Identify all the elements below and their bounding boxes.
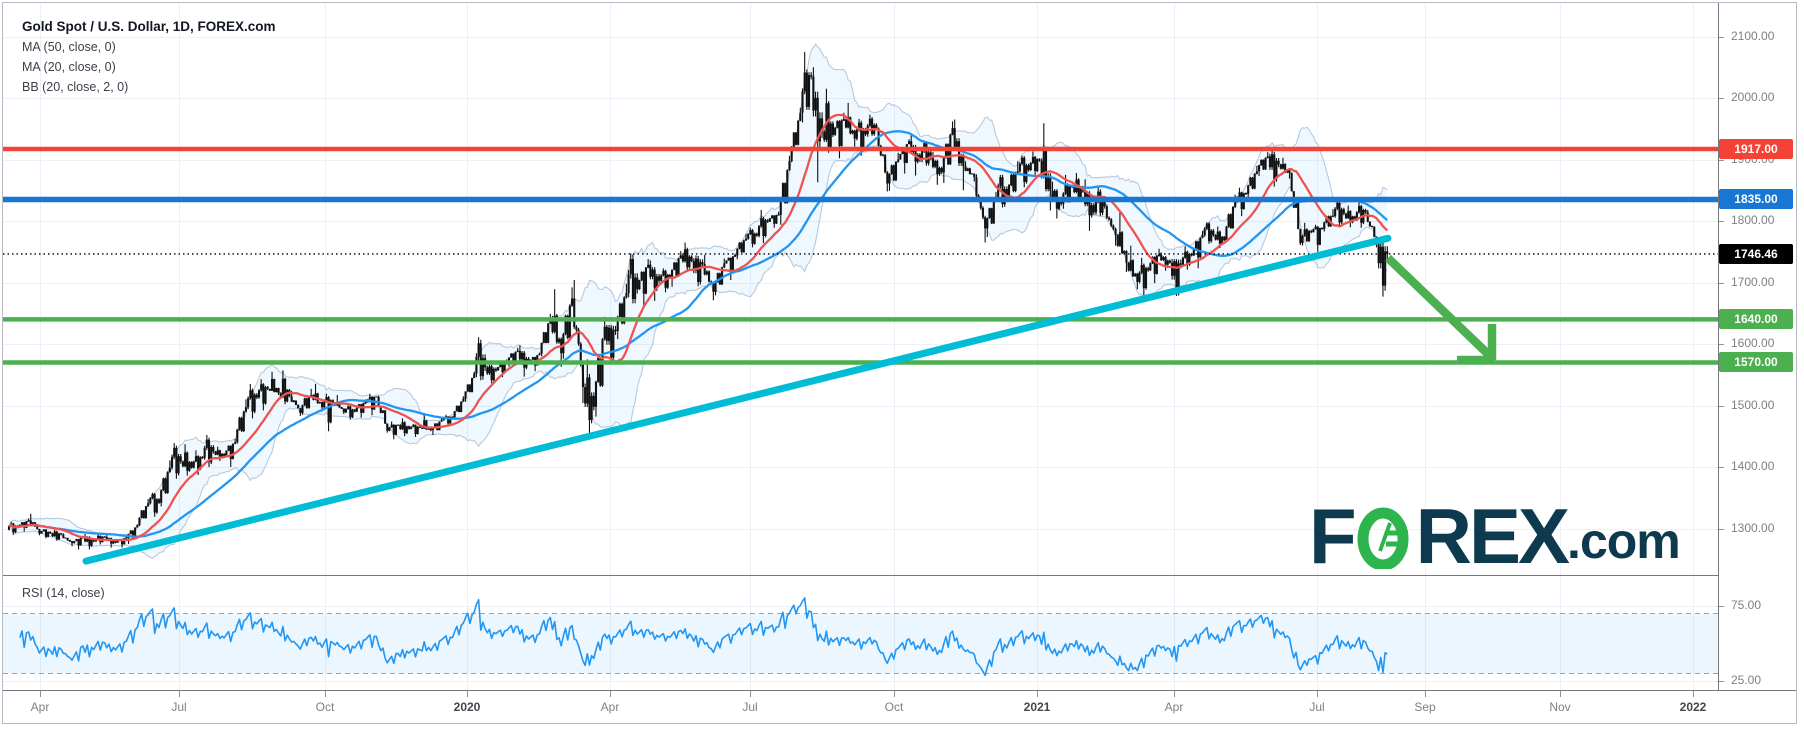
indicator-label-bb[interactable]: BB (20, close, 2, 0) <box>22 80 129 94</box>
price-tick-mark <box>1719 37 1724 38</box>
time-tick-mark <box>1037 691 1038 697</box>
logo-letter-f: F <box>1309 492 1357 580</box>
bollinger-lower-line <box>8 145 1388 560</box>
time-tick-mark <box>1425 691 1426 697</box>
price-tick-mark <box>1719 681 1724 682</box>
price-badge-1640: 1640.00 <box>1719 309 1793 330</box>
bollinger-upper-line <box>8 43 1388 536</box>
price-axis-separator <box>1718 3 1719 723</box>
price-tick-label: 1500.00 <box>1731 398 1775 412</box>
price-tick-mark <box>1719 529 1724 530</box>
time-label-Jul: Jul <box>742 700 758 714</box>
price-tick-label: 1700.00 <box>1731 275 1775 289</box>
price-tick-mark <box>1719 221 1724 222</box>
ma50-line <box>8 130 1389 538</box>
chart-plot[interactable] <box>3 3 1718 690</box>
time-tick-mark <box>179 691 180 697</box>
time-axis-separator <box>3 690 1796 691</box>
rsi-indicator-label[interactable]: RSI (14, close) <box>22 586 105 600</box>
time-tick-mark <box>40 691 41 697</box>
rsi-tick-label: 25.00 <box>1731 673 1762 687</box>
time-tick-mark <box>1693 691 1694 697</box>
time-label-Sep: Sep <box>1414 700 1436 714</box>
price-tick-label: 2100.00 <box>1731 29 1775 43</box>
bollinger-fill <box>9 44 1388 559</box>
time-tick-mark <box>467 691 468 697</box>
logo-dot-com: .com <box>1567 513 1681 569</box>
last-price-badge: 1746.46 <box>1719 243 1793 264</box>
time-label-Oct: Oct <box>315 700 335 714</box>
time-label-Jul: Jul <box>1309 700 1325 714</box>
time-tick-mark <box>1317 691 1318 697</box>
price-tick-mark <box>1719 406 1724 407</box>
indicator-label-ma50[interactable]: MA (50, close, 0) <box>22 40 116 54</box>
time-label-Apr: Apr <box>600 700 620 714</box>
arrow-shaft <box>1385 254 1492 359</box>
price-tick-mark <box>1719 160 1724 161</box>
ma20-line <box>8 113 1389 542</box>
symbol-title[interactable]: Gold Spot / U.S. Dollar, 1D, FOREX.com <box>22 19 276 34</box>
price-axis[interactable]: 1917.00 1835.00 1746.46 1640.00 1570.00 … <box>1719 3 1796 690</box>
price-tick-label: 2000.00 <box>1731 90 1775 104</box>
price-tick-label: 1600.00 <box>1731 336 1775 350</box>
price-badge-1835: 1835.00 <box>1719 189 1793 210</box>
time-tick-mark <box>750 691 751 697</box>
time-label-Apr: Apr <box>30 700 50 714</box>
price-tick-mark <box>1719 467 1724 468</box>
indicator-label-ma20[interactable]: MA (20, close, 0) <box>22 60 116 74</box>
time-axis[interactable]: Apr Jul Oct 2020 Apr Jul Oct 2021 Apr Jul Sep Nov 20… <box>3 691 1796 723</box>
time-tick-mark <box>325 691 326 697</box>
time-tick-mark <box>1560 691 1561 697</box>
price-tick-label: 1300.00 <box>1731 521 1775 535</box>
price-badge-1917: 1917.00 <box>1719 139 1793 160</box>
rsi-tick-label: 75.00 <box>1731 598 1762 612</box>
time-tick-mark <box>1174 691 1175 697</box>
time-label-2022: 2022 <box>1679 700 1707 714</box>
price-tick-label: 1800.00 <box>1731 213 1775 227</box>
price-tick-mark <box>1719 283 1724 284</box>
time-label-Jul: Jul <box>171 700 187 714</box>
price-tick-mark <box>1719 344 1724 345</box>
logo-letters-rex: REX <box>1415 492 1570 580</box>
price-tick-mark <box>1719 98 1724 99</box>
logo-o-icon <box>1356 507 1414 571</box>
breakdown-arrow[interactable] <box>1385 254 1497 365</box>
forex-logo: F REX .com <box>1309 492 1681 580</box>
time-label-Apr: Apr <box>1164 700 1184 714</box>
time-tick-mark <box>610 691 611 697</box>
time-label-2021: 2021 <box>1023 700 1051 714</box>
chart-legend: Gold Spot / U.S. Dollar, 1D, FOREX.com M… <box>22 17 276 97</box>
time-label-Oct: Oct <box>884 700 904 714</box>
ascending-trendline[interactable] <box>82 234 1392 565</box>
time-tick-mark <box>894 691 895 697</box>
price-tick-mark <box>1719 606 1724 607</box>
price-tick-label: 1400.00 <box>1731 459 1775 473</box>
time-label-Nov: Nov <box>1549 700 1571 714</box>
price-badge-1570: 1570.00 <box>1719 352 1793 373</box>
time-label-2020: 2020 <box>453 700 481 714</box>
pane-separator[interactable] <box>3 575 1796 576</box>
rsi-line <box>19 597 1388 677</box>
grid-lines <box>3 3 1718 690</box>
